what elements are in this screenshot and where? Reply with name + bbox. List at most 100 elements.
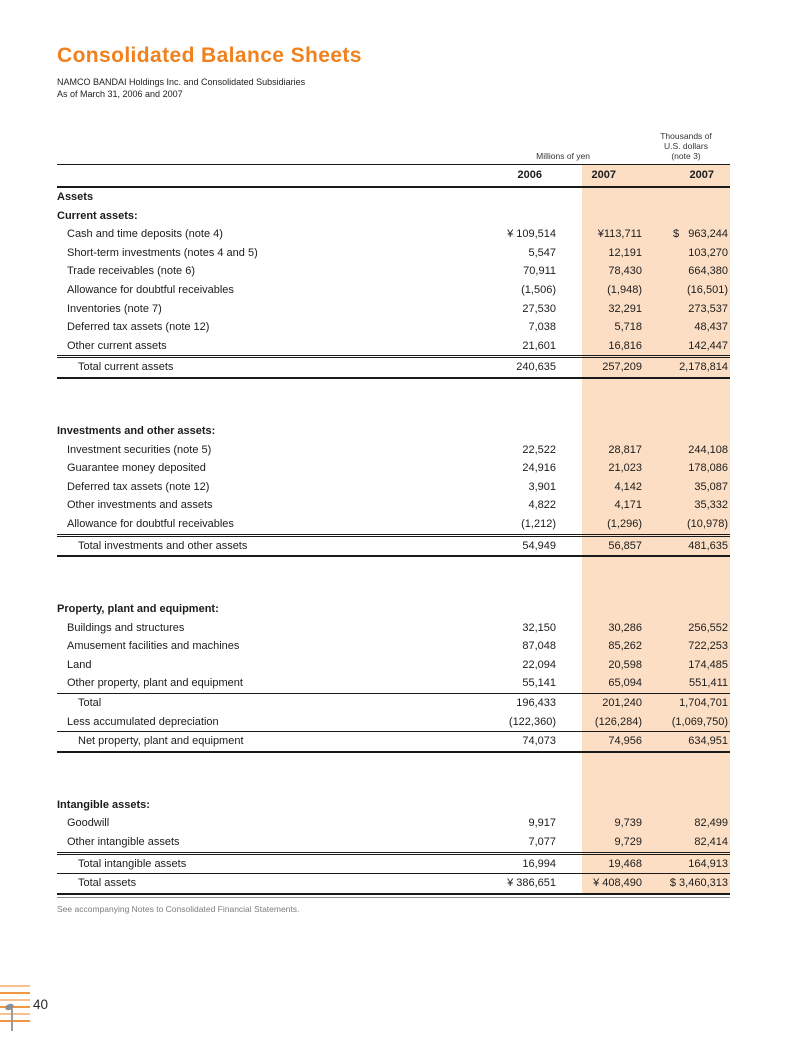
cell-2007-usd: 256,552 bbox=[688, 621, 728, 634]
cell-2006-millions: 21,601 bbox=[522, 339, 556, 352]
cell-2007-millions: 32,291 bbox=[608, 302, 642, 315]
table-row: Other current assets 21,601 16,816 142,447 bbox=[57, 337, 730, 356]
cell-2006-millions: 9,917 bbox=[528, 817, 556, 830]
row-label: Other property, plant and equipment bbox=[67, 677, 243, 690]
cell-2006-millions: 196,433 bbox=[516, 697, 556, 710]
cell-2007-millions: 65,094 bbox=[608, 677, 642, 690]
cell-2007-millions: 201,240 bbox=[602, 697, 642, 710]
row-label: Goodwill bbox=[67, 817, 110, 830]
table-row: Total investments and other assets 54,949… bbox=[57, 533, 730, 558]
table-row: Investment securities (note 5) 22,522 28,8… bbox=[57, 441, 730, 460]
table-row: Less accumulated depreciation (122,360) (1… bbox=[57, 713, 730, 732]
cell-2007-usd: 142,447 bbox=[688, 339, 728, 352]
cell-2006-millions: (122,360) bbox=[508, 715, 556, 728]
row-label: Other investments and assets bbox=[67, 499, 213, 512]
table-row: Other property, plant and equipment 55,14… bbox=[57, 674, 730, 693]
table-row: Goodwill 9,917 9,739 82,499 bbox=[57, 814, 730, 833]
music-note-stem bbox=[11, 1008, 13, 1031]
table-row: Current assets: bbox=[57, 207, 730, 226]
cell-2007-millions: 74,956 bbox=[608, 735, 642, 748]
cell-2007-usd: $ 3,460,313 bbox=[669, 877, 728, 890]
row-label: Deferred tax assets (note 12) bbox=[67, 321, 210, 334]
table-row: Trade receivables (note 6) 70,911 78,430 66… bbox=[57, 262, 730, 281]
cell-2006-millions: 5,547 bbox=[528, 246, 556, 259]
cell-2007-usd: 2,178,814 bbox=[679, 361, 728, 374]
year-header-2006: 2006 bbox=[517, 169, 542, 181]
cell-2006-millions: 27,530 bbox=[522, 302, 556, 315]
row-label: Land bbox=[67, 658, 92, 671]
table-row: Guarantee money deposited 24,916 21,023 178… bbox=[57, 459, 730, 478]
cell-2007-usd bbox=[642, 796, 730, 815]
cell-2007-usd: 1,704,701 bbox=[679, 697, 728, 710]
row-label: Other current assets bbox=[67, 339, 167, 352]
row-label: Trade receivables (note 6) bbox=[67, 265, 195, 278]
highlight-band-2007 bbox=[582, 164, 730, 895]
table-row: Total 196,433 201,240 1,704,701 bbox=[57, 693, 730, 713]
cell-2007-millions: 5,718 bbox=[614, 321, 642, 334]
cell-2007-millions: 16,816 bbox=[608, 339, 642, 352]
table-row: Other investments and assets 4,822 4,171 35… bbox=[57, 496, 730, 515]
table-rows: Assets Current assets: Cash and time depos… bbox=[57, 188, 730, 895]
cell-2007-usd: 48,437 bbox=[694, 321, 728, 334]
cell-2007-millions: 4,171 bbox=[614, 499, 642, 512]
row-label: Assets bbox=[57, 191, 94, 203]
cell-2007-millions: (126,284) bbox=[594, 715, 642, 728]
table-row: Other intangible assets 7,077 9,729 82,414 bbox=[57, 833, 730, 852]
cell-2006-millions bbox=[430, 207, 556, 226]
cell-2007-millions bbox=[556, 600, 642, 619]
cell-2007-millions: 4,142 bbox=[614, 480, 642, 493]
cell-2007-usd: $ 963,244 bbox=[672, 228, 728, 241]
table-row: Land 22,094 20,598 174,485 bbox=[57, 656, 730, 675]
year-header-spacer bbox=[57, 165, 430, 186]
cell-2007-millions: 78,430 bbox=[608, 265, 642, 278]
cell-2007-usd: (1,069,750) bbox=[671, 715, 728, 728]
cell-2006-millions: 7,077 bbox=[528, 836, 556, 849]
cell-2006-millions bbox=[430, 188, 556, 207]
page-footer: 40 bbox=[0, 985, 60, 1035]
cell-2006-millions: 24,916 bbox=[522, 462, 556, 475]
cell-2006-millions: (1,212) bbox=[521, 517, 556, 530]
cell-2007-millions bbox=[556, 796, 642, 815]
year-header-2007-millions: 2007 bbox=[591, 169, 616, 181]
cell-2007-millions: 28,817 bbox=[608, 443, 642, 456]
row-label: Net property, plant and equipment bbox=[78, 735, 244, 748]
cell-2007-usd bbox=[642, 207, 730, 226]
row-label: Guarantee money deposited bbox=[67, 462, 206, 475]
row-label: Investment securities (note 5) bbox=[67, 443, 212, 456]
cell-2006-millions: 240,635 bbox=[516, 361, 556, 374]
cell-2007-usd: 174,485 bbox=[688, 658, 728, 671]
cell-2006-millions: 87,048 bbox=[522, 640, 556, 653]
asof-line: As of March 31, 2006 and 2007 bbox=[57, 88, 183, 99]
cell-2007-millions: (1,296) bbox=[607, 517, 642, 530]
row-label: Current assets: bbox=[57, 209, 138, 222]
cell-2007-millions: 20,598 bbox=[608, 658, 642, 671]
cell-2007-usd: 481,635 bbox=[688, 539, 728, 552]
table-units-row: Millions of yen Thousands of U.S. dollar… bbox=[57, 131, 730, 164]
cell-2007-millions bbox=[556, 422, 642, 441]
table-row: Inventories (note 7) 27,530 32,291 273,537 bbox=[57, 300, 730, 319]
row-label: Buildings and structures bbox=[67, 621, 185, 634]
row-label: Total assets bbox=[78, 877, 137, 890]
cell-2006-millions: 22,094 bbox=[522, 658, 556, 671]
unit-label-millions-of-yen: Millions of yen bbox=[536, 151, 590, 161]
cell-2006-millions: 16,994 bbox=[522, 857, 556, 870]
page-content: Consolidated Balance Sheets NAMCO BANDAI… bbox=[57, 44, 730, 914]
row-label: Property, plant and equipment: bbox=[57, 603, 219, 616]
row-label: Allowance for doubtful receivables bbox=[67, 283, 234, 296]
row-label: Amusement facilities and machines bbox=[67, 640, 240, 653]
cell-2007-millions: 9,739 bbox=[614, 817, 642, 830]
cell-2007-millions: 12,191 bbox=[608, 246, 642, 259]
table-row: Allowance for doubtful receivables (1,506… bbox=[57, 281, 730, 300]
balance-sheet-table: 2006 2007 2007 Assets Current assets: Cash… bbox=[57, 164, 730, 895]
row-label: Deferred tax assets (note 12) bbox=[67, 480, 210, 493]
row-label: Total bbox=[78, 697, 102, 710]
cell-2006-millions: (1,506) bbox=[521, 283, 556, 296]
cell-2007-usd: 722,253 bbox=[688, 640, 728, 653]
table-row: Intangible assets: bbox=[57, 796, 730, 815]
cell-2007-usd bbox=[642, 600, 730, 619]
table-year-header-row: 2006 2007 2007 bbox=[57, 164, 730, 188]
cell-2007-millions: 21,023 bbox=[608, 462, 642, 475]
cell-2006-millions: 7,038 bbox=[528, 321, 556, 334]
cell-2007-millions: 19,468 bbox=[608, 857, 642, 870]
table-row: Total intangible assets 16,994 19,468 164,9… bbox=[57, 851, 730, 874]
